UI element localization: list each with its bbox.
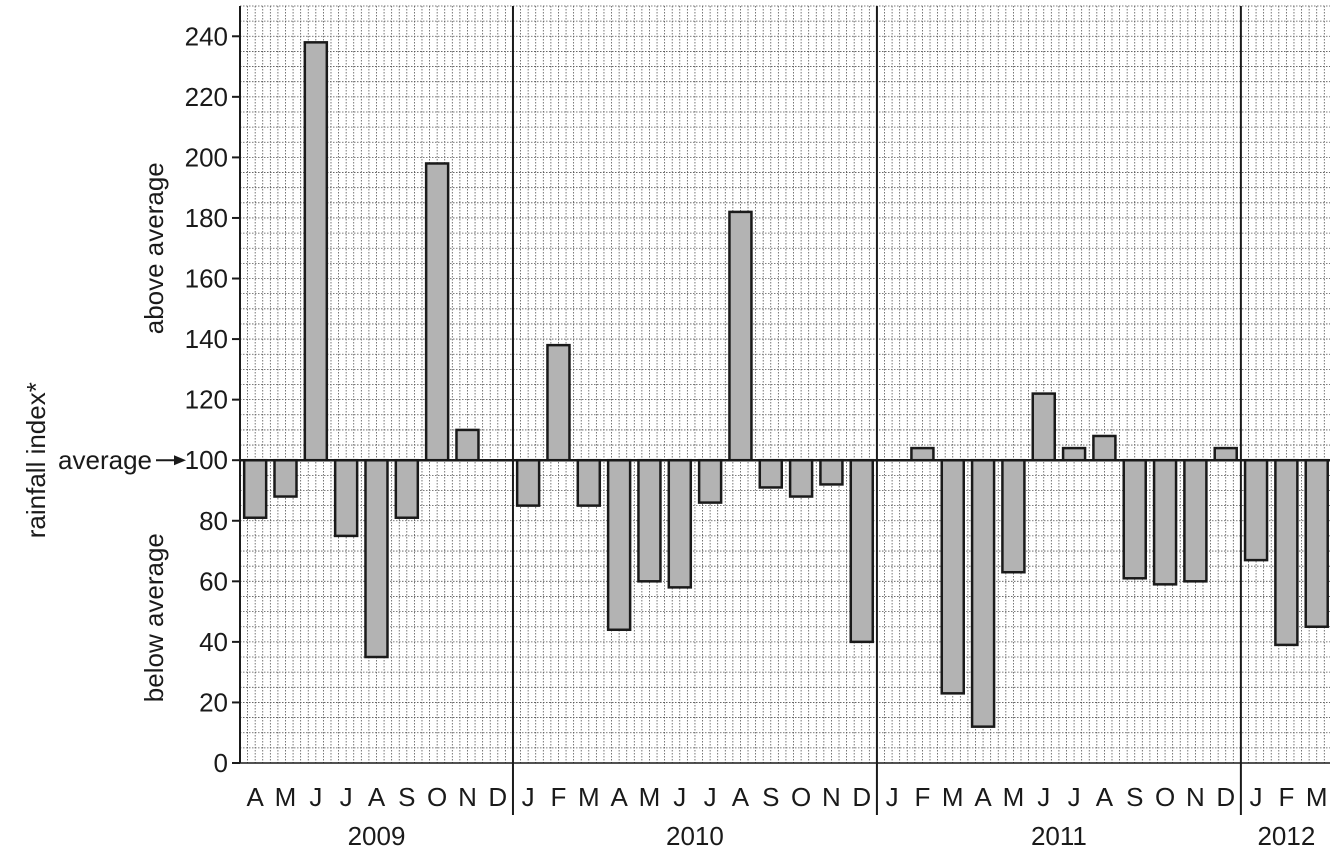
- bar-2010-6: [697, 458, 723, 504]
- bar-2011-1: [910, 446, 935, 462]
- month-label: J: [886, 782, 899, 812]
- month-label: M: [1003, 782, 1025, 812]
- bar-2009-4: [364, 458, 389, 659]
- month-label: A: [732, 782, 750, 812]
- month-label: D: [488, 782, 507, 812]
- bar-2011-11: [1213, 446, 1238, 462]
- bar-2011-5: [1031, 392, 1056, 462]
- labels: A M J J A S O N D J F M A M J J A S O N D J F M A M J J A S O N D J F M2009…: [21, 21, 1328, 851]
- bar-2011-10: [1183, 458, 1208, 583]
- bar-2011-2: [940, 458, 966, 695]
- year-label-2011: 2011: [1031, 821, 1087, 851]
- y-tick-label: 220: [185, 82, 228, 112]
- month-label: F: [1278, 782, 1294, 812]
- bar-2010-0: [515, 458, 541, 507]
- y-tick-label: 100: [185, 445, 228, 475]
- bar-2012-0: [1243, 458, 1269, 562]
- bar-2010-8: [758, 458, 784, 489]
- bar-2011-6: [1061, 446, 1087, 462]
- month-label: J: [704, 782, 717, 812]
- month-label: O: [1155, 782, 1175, 812]
- month-label: S: [1126, 782, 1143, 812]
- month-label: A: [368, 782, 386, 812]
- month-label: M: [578, 782, 600, 812]
- month-label: J: [1068, 782, 1081, 812]
- bar-2009-7: [455, 428, 480, 462]
- month-label: J: [340, 782, 353, 812]
- bar-2009-6: [424, 162, 450, 462]
- month-label: D: [852, 782, 871, 812]
- grid: [239, 5, 1330, 764]
- bar-2011-7: [1092, 434, 1117, 462]
- y-tick-label: 0: [214, 748, 228, 778]
- bar-2011-8: [1122, 458, 1147, 580]
- bars: [242, 41, 1329, 728]
- month-label: M: [275, 782, 297, 812]
- bar-2009-5: [394, 458, 420, 519]
- month-label: J: [673, 782, 686, 812]
- month-label: J: [309, 782, 322, 812]
- bar-2009-0: [242, 458, 268, 519]
- year-label-2010: 2010: [666, 821, 724, 851]
- bar-2009-2: [303, 41, 329, 462]
- bar-2010-11: [849, 458, 875, 644]
- bar-2012-2: [1304, 458, 1329, 628]
- bar-2010-9: [788, 458, 814, 498]
- y-tick-label: 20: [199, 687, 228, 717]
- year-label-2009: 2009: [348, 821, 406, 851]
- bar-2009-1: [273, 458, 298, 498]
- month-label: A: [1096, 782, 1114, 812]
- month-label: A: [974, 782, 992, 812]
- axes: [156, 6, 1330, 815]
- y-tick-label: 40: [199, 627, 228, 657]
- month-label: F: [551, 782, 567, 812]
- month-label: J: [1250, 782, 1263, 812]
- month-label: M: [639, 782, 661, 812]
- year-label-2012: 2012: [1257, 821, 1315, 851]
- y-tick-label: 180: [185, 203, 228, 233]
- y-tick-label: 60: [199, 566, 228, 596]
- month-label: D: [1216, 782, 1235, 812]
- average-label: average: [58, 445, 152, 475]
- y-tick-label: 80: [199, 506, 228, 536]
- bar-2011-4: [1001, 458, 1026, 574]
- y-axis-title: rainfall index*: [21, 382, 51, 538]
- bar-2010-4: [637, 458, 662, 583]
- y-tick-label: 200: [185, 142, 228, 172]
- bar-2009-3: [333, 458, 359, 538]
- month-label: O: [791, 782, 811, 812]
- month-label: N: [458, 782, 477, 812]
- month-label: N: [1186, 782, 1205, 812]
- y-tick-label: 140: [185, 324, 228, 354]
- bar-2010-2: [576, 458, 602, 507]
- month-label: A: [610, 782, 628, 812]
- month-label: F: [914, 782, 930, 812]
- above-average-label: above average: [139, 162, 169, 334]
- below-average-label: below average: [139, 533, 169, 702]
- y-tick-label: 160: [185, 264, 228, 294]
- bar-2012-1: [1274, 458, 1299, 647]
- month-label: J: [1037, 782, 1050, 812]
- y-tick-label: 240: [185, 21, 228, 51]
- month-label: S: [398, 782, 415, 812]
- y-tick-label: 120: [185, 385, 228, 415]
- month-label: M: [1306, 782, 1328, 812]
- month-label: N: [822, 782, 841, 812]
- month-label: M: [942, 782, 964, 812]
- bar-2010-3: [606, 458, 632, 632]
- bar-2010-5: [667, 458, 693, 589]
- bar-2010-7: [728, 210, 753, 462]
- bar-2011-9: [1152, 458, 1178, 586]
- bar-2010-1: [546, 343, 571, 462]
- month-label: O: [427, 782, 447, 812]
- average-arrow-head: [174, 455, 186, 466]
- month-label: A: [246, 782, 264, 812]
- month-label: S: [762, 782, 779, 812]
- bar-2011-3: [970, 458, 996, 728]
- month-label: J: [522, 782, 535, 812]
- bar-2010-10: [819, 458, 844, 486]
